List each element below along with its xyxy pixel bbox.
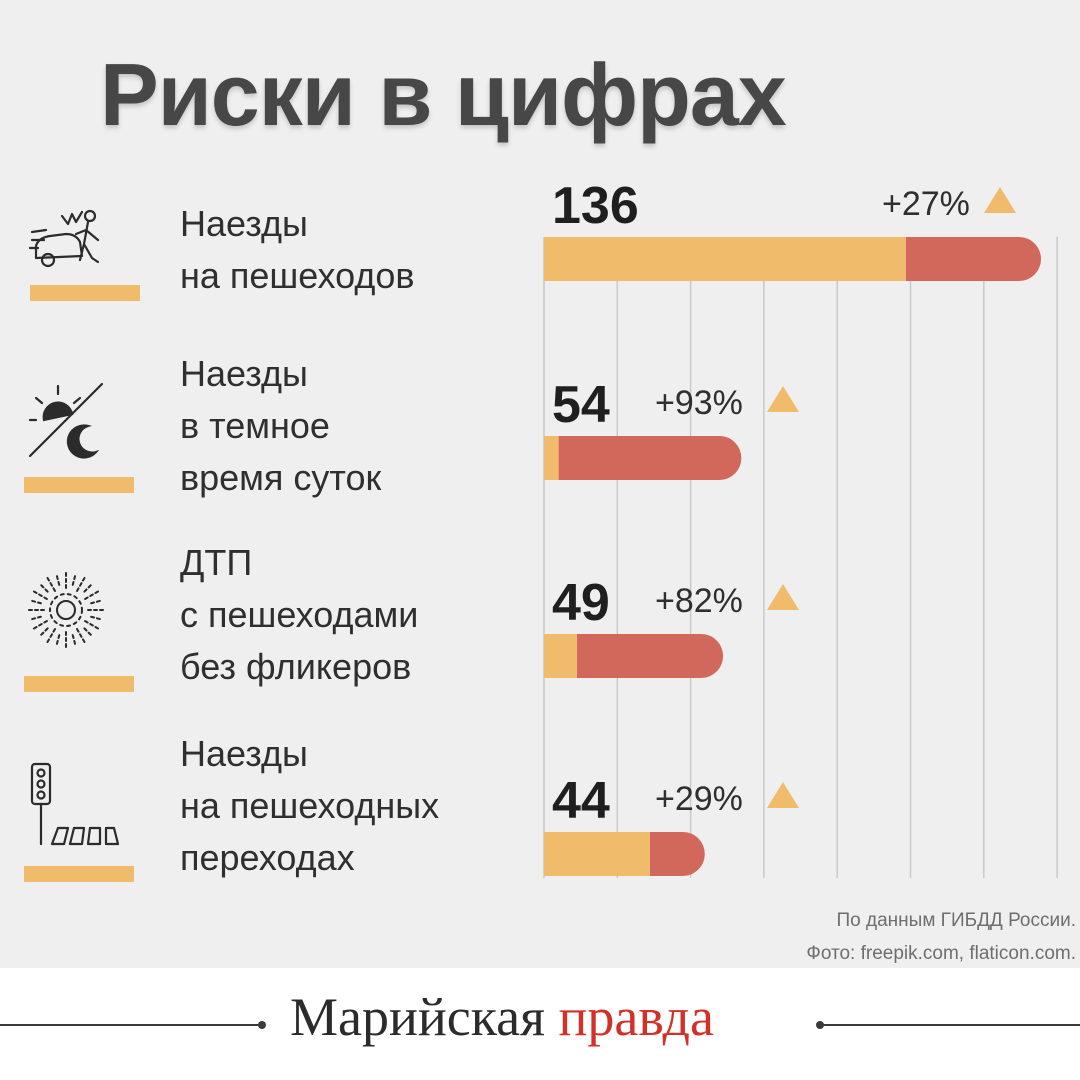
bar-increase-0 bbox=[905, 237, 1041, 281]
value-label-2: 49 bbox=[552, 574, 610, 632]
bar-base-0 bbox=[544, 237, 906, 281]
value-label-1: 54 bbox=[552, 376, 610, 434]
source-note: По данным ГИБДД России. bbox=[836, 910, 1076, 931]
change-label-3: +29% bbox=[655, 780, 743, 818]
category-label-2: ДТП с пешеходами без фликеров bbox=[180, 542, 419, 687]
increase-triangle-0 bbox=[984, 187, 1016, 213]
row-underline-2 bbox=[24, 676, 134, 692]
row-underline-3 bbox=[24, 866, 134, 882]
change-label-0: +27% bbox=[882, 185, 970, 223]
car-pedestrian-crash-icon bbox=[28, 209, 100, 268]
bar-increase-3 bbox=[649, 832, 705, 876]
brand-rule-right bbox=[820, 1024, 1080, 1026]
bar-base-3 bbox=[544, 832, 650, 876]
brand-rule-left bbox=[0, 1024, 262, 1026]
bar-increase-2 bbox=[576, 634, 724, 678]
traffic-light-crosswalk-icon bbox=[30, 762, 120, 846]
infographic-panel: Риски в цифрах 136 +27% 54 +93% 49 +82% 44 +29%… bbox=[0, 0, 1080, 968]
brand-footer: Марийская правда bbox=[0, 968, 1080, 1080]
change-label-1: +93% bbox=[655, 384, 743, 422]
bar-chart: 136 +27% 54 +93% 49 +82% 44 +29% bbox=[543, 177, 1058, 878]
brand-logo: Марийская правда bbox=[290, 987, 714, 1047]
bar-base-2 bbox=[544, 634, 577, 678]
value-label-3: 44 bbox=[552, 772, 610, 830]
row-underline-1 bbox=[24, 477, 134, 493]
sun-moon-icon bbox=[28, 382, 104, 459]
photo-credit: Фото: freepik.com, flaticon.com. bbox=[806, 943, 1076, 964]
bar-increase-1 bbox=[558, 436, 742, 480]
increase-triangle-3 bbox=[767, 782, 799, 808]
change-label-2: +82% bbox=[655, 582, 743, 620]
category-label-0: Наезды на пешеходов bbox=[180, 203, 415, 296]
row-underline-0 bbox=[30, 285, 140, 301]
brand-dot-left bbox=[258, 1021, 266, 1029]
page-title: Риски в цифрах bbox=[100, 45, 787, 144]
bar-base-1 bbox=[544, 436, 559, 480]
increase-triangle-2 bbox=[767, 584, 799, 610]
reflector-flicker-icon bbox=[25, 569, 107, 651]
category-label-3: Наезды на пешеходных переходах bbox=[180, 733, 440, 878]
increase-triangle-1 bbox=[767, 386, 799, 412]
value-label-0: 136 bbox=[552, 177, 639, 235]
category-label-1: Наезды в темное время суток bbox=[180, 353, 382, 498]
